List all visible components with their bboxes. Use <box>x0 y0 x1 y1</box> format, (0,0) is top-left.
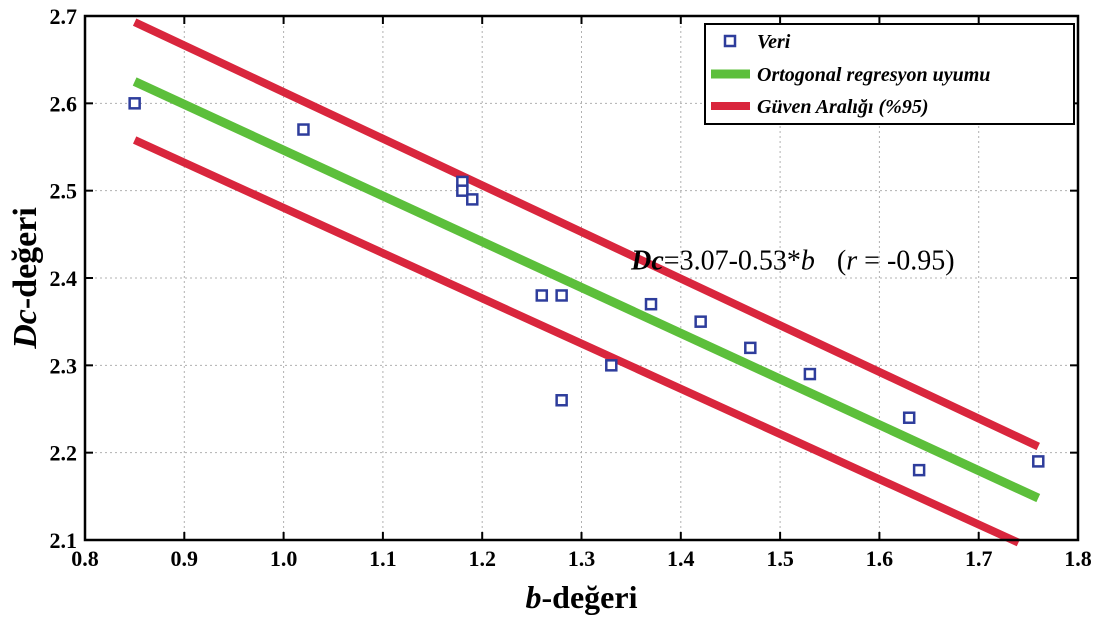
data-point <box>555 289 568 302</box>
data-point <box>128 97 141 110</box>
x-tick-label: 1.1 <box>369 546 397 571</box>
y-tick-label: 2.1 <box>50 528 78 553</box>
series-layer <box>128 18 1045 547</box>
annotation-r-value: = -0.95) <box>857 245 954 276</box>
x-axis-title: b-değeri <box>526 579 638 615</box>
x-tick-label: 0.9 <box>171 546 199 571</box>
y-axis-title-rest: -değeri <box>7 207 44 309</box>
legend-label: Veri <box>757 31 791 53</box>
regression-line <box>132 77 1041 503</box>
confidence-lower-line <box>132 136 1021 547</box>
data-point <box>297 123 310 136</box>
y-tick-label: 2.4 <box>50 266 78 291</box>
x-tick-label: 1.8 <box>1064 546 1092 571</box>
y-axis-title-var: Dc <box>7 309 44 350</box>
data-point <box>466 193 479 206</box>
x-tick-label: 1.6 <box>866 546 894 571</box>
legend-label: Ortogonal regresyon uyumu <box>757 64 990 86</box>
y-tick-label: 2.7 <box>50 4 78 29</box>
x-axis-title-rest: -değeri <box>542 579 638 615</box>
x-tick-label: 1.4 <box>667 546 695 571</box>
x-tick-label: 1.0 <box>270 546 298 571</box>
annotation-var: Dc <box>630 245 664 276</box>
y-axis-title: Dc-değeri <box>7 207 44 350</box>
x-tick-label: 0.8 <box>71 546 99 571</box>
confidence-upper-line <box>132 18 1040 451</box>
annotation-formula: =3.07-0.53* <box>664 245 801 276</box>
data-point <box>803 367 817 381</box>
legend-marker-data <box>723 34 737 48</box>
data-point <box>605 359 618 372</box>
legend: Veri Ortogonal regresyon uyumu Güven Aralı… <box>704 23 1075 125</box>
data-point <box>912 463 926 477</box>
annotation-r-open: ( <box>837 245 846 276</box>
x-tick-label: 1.5 <box>766 546 794 571</box>
data-point <box>1032 455 1045 468</box>
x-axis-title-var: b <box>526 579 542 615</box>
annotation-b: b <box>801 245 815 276</box>
annotation-r-var: r <box>846 245 857 276</box>
data-point <box>694 315 707 328</box>
y-tick-label: 2.2 <box>50 441 78 466</box>
data-point <box>456 184 469 197</box>
y-tick-label: 2.5 <box>50 179 78 204</box>
x-tick-label: 1.2 <box>468 546 496 571</box>
data-point <box>902 411 916 424</box>
y-tick-label: 2.6 <box>50 91 78 116</box>
x-tick-label: 1.3 <box>568 546 596 571</box>
x-tick-label: 1.7 <box>965 546 993 571</box>
data-point <box>555 394 568 407</box>
data-point <box>535 289 549 302</box>
regression-annotation: Dc=3.07-0.53*b (r = -0.95) <box>630 245 954 276</box>
legend-label: Güven Aralığı (%95) <box>757 96 928 118</box>
y-tick-label: 2.3 <box>50 353 78 378</box>
legend-box <box>704 23 1075 125</box>
tick-labels: 0.8 0.9 1.0 1.1 1.2 1.3 1.4 1.5 1.6 1.7 1.8 2.1 2.2 2… <box>50 4 1092 571</box>
data-point <box>744 341 757 355</box>
data-point <box>644 297 658 311</box>
